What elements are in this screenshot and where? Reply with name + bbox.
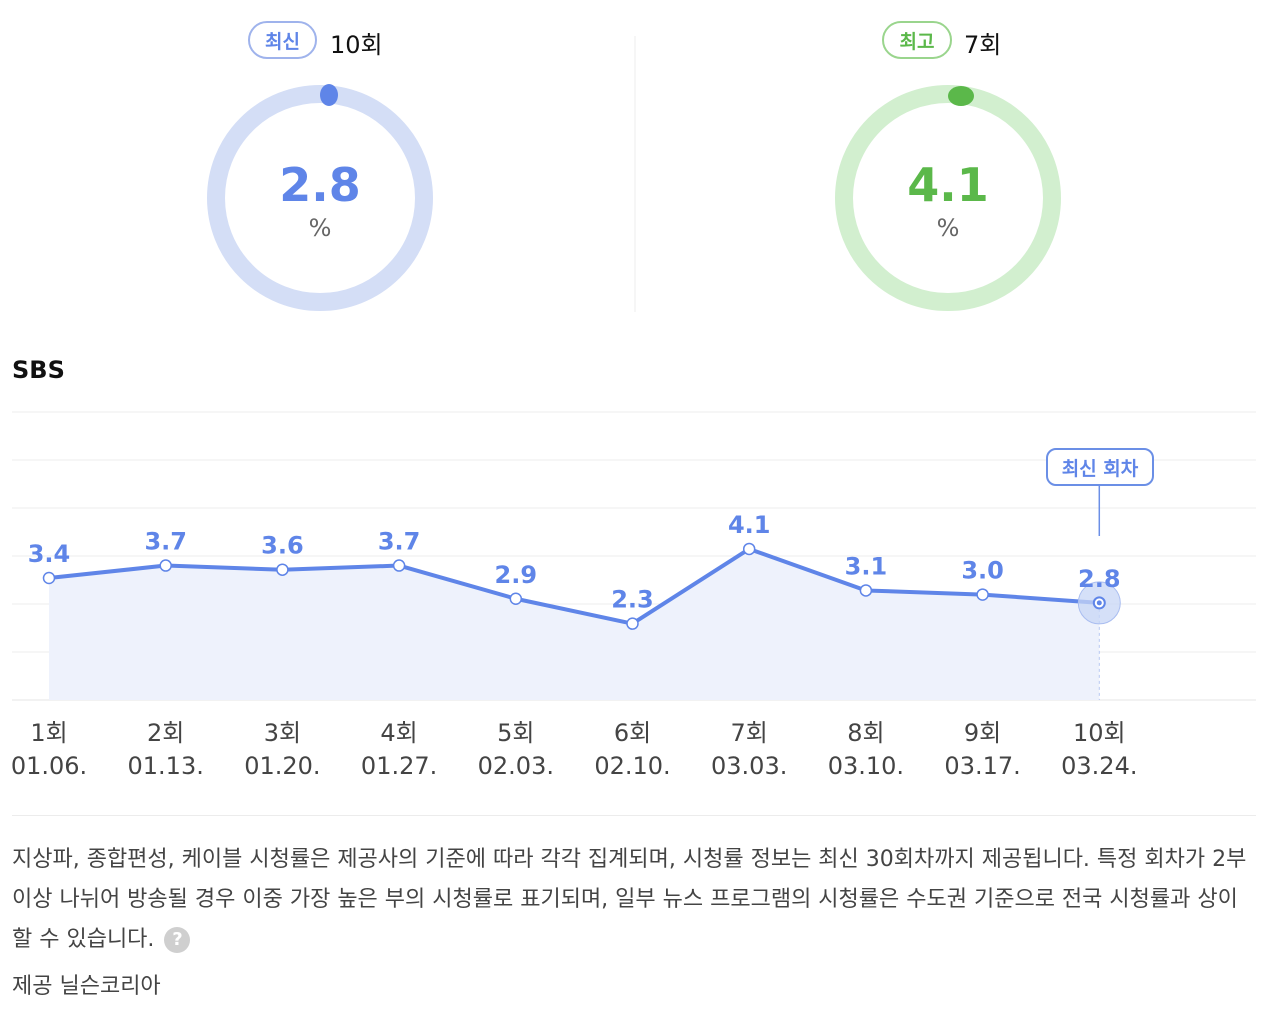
x-tick-label: 4회 01.27. [339, 717, 459, 783]
best-episode: 7회 [964, 31, 1002, 59]
x-tick-label: 5회 02.03. [456, 717, 576, 783]
data-label: 3.0 [961, 557, 1004, 585]
latest-rating-value: 2.8 [279, 158, 361, 212]
x-tick-label: 7회 03.03. [689, 717, 809, 783]
latest-episode: 10회 [330, 31, 383, 59]
latest-ring [207, 85, 433, 311]
x-tick-episode: 9회 [963, 719, 1002, 747]
x-tick-episode: 4회 [380, 719, 418, 747]
x-tick-date: 03.03. [711, 752, 788, 780]
x-tick-date: 01.13. [127, 752, 204, 780]
latest-rating-unit: % [308, 214, 332, 242]
data-point [42, 571, 56, 585]
data-label: 2.8 [1078, 565, 1121, 593]
data-point [392, 559, 406, 572]
x-tick-label: 2회 01.13. [106, 717, 226, 783]
data-point [742, 542, 756, 556]
x-tick-episode: 1회 [30, 719, 68, 747]
best-rating-unit: % [936, 214, 960, 242]
x-tick-episode: 10회 [1072, 719, 1126, 747]
x-tick-date: 01.20. [244, 752, 321, 780]
ratings-line-chart: 3.4 3.7 3.6 3.7 2.9 2.3 4.1 3.1 3.0 2.8 [12, 411, 1256, 701]
x-tick-label: 8회 03.10. [806, 717, 926, 783]
x-tick-episode: 3회 [263, 719, 302, 747]
data-point [626, 617, 639, 630]
best-badge: 최고 [882, 21, 952, 59]
data-point-center [1096, 600, 1102, 606]
data-label: 3.7 [144, 528, 187, 556]
latest-episode-tooltip: 최신 회차 [1046, 448, 1154, 486]
ratings-note: 지상파, 종합편성, 케이블 시청률은 제공사의 기준에 따라 각각 집계되며,… [12, 840, 1252, 960]
x-tick-date: 02.10. [594, 752, 671, 780]
series-line [47, 546, 1102, 626]
data-label: 3.6 [261, 532, 304, 560]
x-tick-date: 01.27. [360, 752, 438, 780]
help-icon[interactable]: ? [164, 927, 191, 953]
data-point [276, 563, 289, 576]
x-tick-date: 01.06. [10, 752, 88, 780]
x-tick-episode: 5회 [497, 719, 535, 747]
data-label: 2.3 [611, 586, 654, 614]
latest-ring-marker [320, 84, 338, 106]
data-label: 3.4 [28, 540, 71, 568]
x-tick-episode: 2회 [147, 719, 185, 747]
data-point [509, 592, 523, 605]
best-rating-value: 4.1 [907, 158, 989, 212]
x-tick-date: 03.17. [944, 752, 1021, 780]
x-tick-label: 9회 03.17. [923, 717, 1043, 783]
latest-badge: 최신 [248, 21, 317, 59]
stats-rings [207, 36, 1061, 312]
x-tick-episode: 7회 [730, 719, 768, 747]
x-tick-episode: 8회 [847, 719, 885, 747]
data-label: 3.1 [845, 552, 888, 580]
section-divider [12, 815, 1256, 816]
data-label: 4.1 [728, 511, 771, 539]
best-ring [835, 85, 1061, 311]
channel-title: SBS [12, 356, 65, 384]
best-ring-marker [948, 86, 974, 106]
ratings-note-text: 지상파, 종합편성, 케이블 시청률은 제공사의 기준에 따라 각각 집계되며,… [12, 847, 1247, 952]
x-tick-date: 03.24. [1061, 752, 1138, 780]
x-tick-date: 02.03. [477, 752, 554, 780]
x-tick-episode: 6회 [613, 719, 652, 747]
data-point [859, 584, 873, 597]
x-tick-label: 10회 03.24. [1039, 717, 1159, 783]
data-point [159, 559, 172, 572]
x-tick-label: 6회 02.10. [573, 717, 693, 783]
x-tick-label: 1회 01.06. [0, 717, 109, 783]
x-tick-label: 3회 01.20. [222, 717, 342, 783]
x-tick-date: 03.10. [827, 752, 905, 780]
area-fill [49, 548, 1100, 700]
data-point [976, 588, 989, 601]
data-label: 2.9 [495, 561, 538, 589]
data-provider: 제공 닐슨코리아 [12, 974, 161, 999]
data-label: 3.7 [378, 528, 421, 556]
